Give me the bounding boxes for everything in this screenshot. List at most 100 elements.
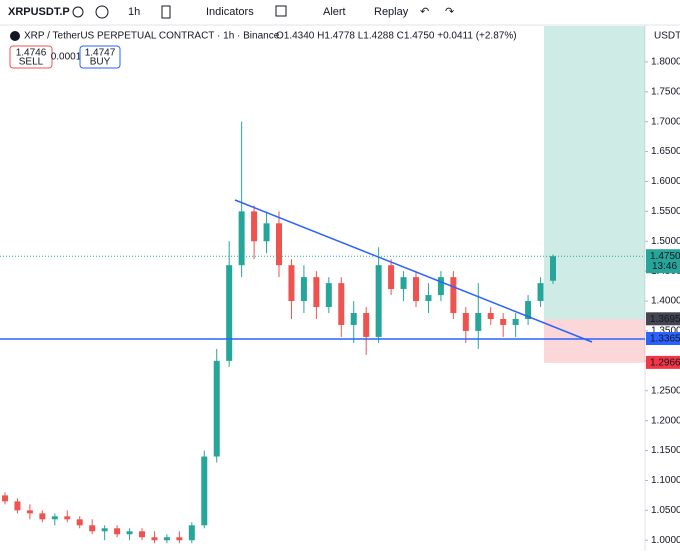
y-tick-label: 1.1000 — [651, 475, 680, 486]
candle-body — [450, 277, 457, 314]
buy-label[interactable]: BUY — [90, 57, 111, 68]
candle-body — [263, 223, 270, 242]
y-tick-label: 1.2500 — [651, 385, 680, 396]
y-tick-label: 1.5500 — [651, 206, 680, 217]
stop-zone — [544, 319, 645, 363]
candle-body — [114, 528, 121, 535]
redo[interactable]: ↷ — [445, 6, 454, 18]
candle-body — [300, 277, 307, 302]
candle-body — [163, 537, 170, 541]
candle-body — [276, 223, 282, 266]
spread: 0.0001 — [51, 52, 82, 63]
y-tick-label: 1.6500 — [651, 146, 680, 157]
candle-body — [14, 501, 21, 511]
candle-body — [313, 277, 320, 308]
currency[interactable]: USDT — [654, 31, 680, 42]
toolbar-bg — [0, 0, 680, 25]
candle-body — [188, 525, 195, 541]
interval[interactable]: 1h — [128, 6, 140, 18]
y-tick-label: 1.5000 — [651, 236, 680, 247]
candle-body — [537, 283, 544, 302]
last-price-label-bg — [646, 249, 680, 274]
y-tick-label: 1.4000 — [651, 296, 680, 307]
trend-line — [234, 199, 593, 343]
entry-label: 1.3695 — [650, 314, 680, 325]
y-tick-label: 1.1500 — [651, 445, 680, 456]
candle-body — [139, 531, 145, 538]
alert[interactable]: Alert — [323, 6, 346, 18]
indicators[interactable]: Indicators — [206, 6, 254, 18]
y-tick-label: 1.7500 — [651, 86, 680, 97]
legend: XRP / TetherUS PERPETUAL CONTRACT · 1h ·… — [9, 31, 517, 69]
candle-body — [525, 301, 532, 319]
candle-body — [400, 277, 407, 290]
legend-title: XRP / TetherUS PERPETUAL CONTRACT · 1h ·… — [24, 31, 280, 42]
candle-body — [26, 510, 33, 514]
replay[interactable]: Replay — [374, 6, 409, 18]
y-tick-label: 1.8000 — [651, 57, 680, 68]
candle-body — [325, 283, 332, 308]
candle-body — [101, 528, 108, 532]
y-tick-label: 1.0500 — [651, 505, 680, 516]
coin-icon — [10, 31, 20, 41]
candle-body — [475, 313, 482, 331]
candle-body — [425, 295, 432, 302]
candle-body — [550, 256, 556, 281]
candle-body — [437, 277, 444, 296]
candle-body — [500, 318, 507, 325]
candle-body — [251, 211, 258, 242]
candle-body — [487, 313, 494, 319]
candle-body — [388, 265, 395, 290]
add-symbol[interactable] — [95, 5, 109, 19]
candle-body — [350, 313, 357, 325]
candle-body — [375, 265, 382, 337]
y-tick-label: 1.2000 — [651, 415, 680, 426]
candle-body — [126, 531, 133, 535]
hline-label: 1.3365 — [650, 334, 680, 345]
chart-type[interactable] — [161, 5, 171, 19]
last-price-label-countdown: 13:46 — [652, 261, 677, 272]
candle-body — [176, 537, 183, 541]
y-tick-label: 1.3500 — [651, 326, 680, 337]
stop-label-bg — [646, 355, 680, 369]
candle-body — [151, 537, 158, 541]
candle-body — [512, 318, 519, 325]
last-price-label: 1.4750 — [650, 251, 680, 262]
candle-body — [363, 313, 370, 337]
candle-body — [2, 495, 8, 502]
candle-body — [462, 313, 469, 331]
undo[interactable]: ↶ — [420, 6, 429, 18]
y-tick-label: 1.6000 — [651, 176, 680, 187]
candle-body — [288, 265, 295, 302]
y-tick-label: 1.0000 — [651, 535, 680, 546]
layouts[interactable] — [275, 5, 287, 17]
candle-body — [51, 516, 58, 520]
candle-body — [226, 265, 233, 361]
candle-body — [39, 513, 46, 520]
y-tick-label: 1.7000 — [651, 116, 680, 127]
candle-body — [201, 456, 208, 526]
candle-body — [238, 211, 245, 266]
legend-ohlc: O1.4340 H1.4778 L1.4288 C1.4750 +0.0411 … — [276, 31, 517, 42]
buy-price[interactable]: 1.4747 — [85, 48, 116, 59]
buy-button[interactable] — [79, 45, 121, 69]
hline-label-bg — [646, 332, 680, 346]
target-zone — [544, 26, 645, 320]
sell-label[interactable]: SELL — [19, 57, 44, 68]
symbol-icon[interactable] — [72, 6, 84, 18]
sell-price[interactable]: 1.4746 — [16, 48, 47, 59]
entry-label-bg — [646, 312, 680, 326]
candle-body — [64, 516, 71, 520]
toolbar: XRPUSDT.P 1h Indicators Alert Replay ↶ ↷ — [0, 0, 680, 26]
candle-body — [89, 525, 96, 532]
sell-button[interactable] — [9, 45, 53, 69]
candle-body — [76, 519, 83, 526]
plot — [0, 26, 645, 544]
candle-body — [413, 277, 419, 302]
symbol[interactable]: XRPUSDT.P — [8, 6, 70, 18]
candle-body — [213, 360, 220, 457]
candle-body — [338, 283, 345, 325]
stop-label: 1.2966 — [650, 358, 680, 369]
